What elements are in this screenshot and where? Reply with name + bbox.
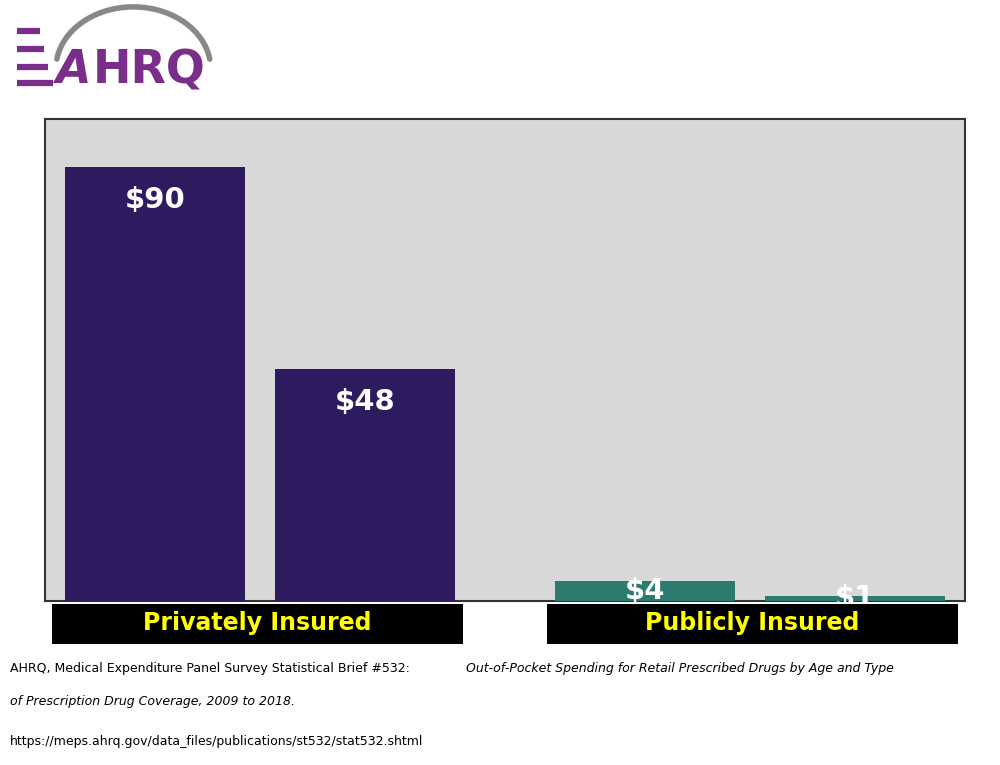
- Bar: [275, 369, 455, 601]
- Text: 2009: 2009: [124, 627, 186, 647]
- Text: Retail Drugs By People Under Age 65: Retail Drugs By People Under Age 65: [302, 73, 912, 100]
- Text: AHRQ, Medical Expenditure Panel Survey Statistical Brief #532:: AHRQ, Medical Expenditure Panel Survey S…: [10, 662, 414, 675]
- Text: Reduced Median Annual Spending for: Reduced Median Annual Spending for: [298, 24, 917, 53]
- Text: https://meps.ahrq.gov/data_files/publications/st532/stat532.shtml: https://meps.ahrq.gov/data_files/publica…: [10, 735, 423, 748]
- Text: 2009: 2009: [614, 627, 676, 647]
- Text: A: A: [56, 48, 91, 93]
- Text: $90: $90: [125, 186, 185, 214]
- Text: $48: $48: [335, 389, 395, 416]
- Text: 2018: 2018: [824, 627, 886, 647]
- Text: of Prescription Drug Coverage, 2009 to 2018.: of Prescription Drug Coverage, 2009 to 2…: [10, 695, 295, 708]
- Text: Privately Insured: Privately Insured: [143, 611, 372, 636]
- Bar: [52, 604, 463, 644]
- Bar: [765, 596, 945, 601]
- Text: Out-of-Pocket Spending for Retail Prescribed Drugs by Age and Type: Out-of-Pocket Spending for Retail Prescr…: [466, 662, 894, 675]
- Text: $4: $4: [625, 577, 665, 605]
- Bar: [555, 581, 735, 601]
- Text: 2018: 2018: [334, 627, 396, 647]
- Text: $1: $1: [835, 584, 875, 612]
- Text: HRQ: HRQ: [92, 48, 205, 93]
- Text: Publicly Insured: Publicly Insured: [645, 611, 860, 636]
- Bar: [547, 604, 958, 644]
- Bar: [65, 167, 245, 601]
